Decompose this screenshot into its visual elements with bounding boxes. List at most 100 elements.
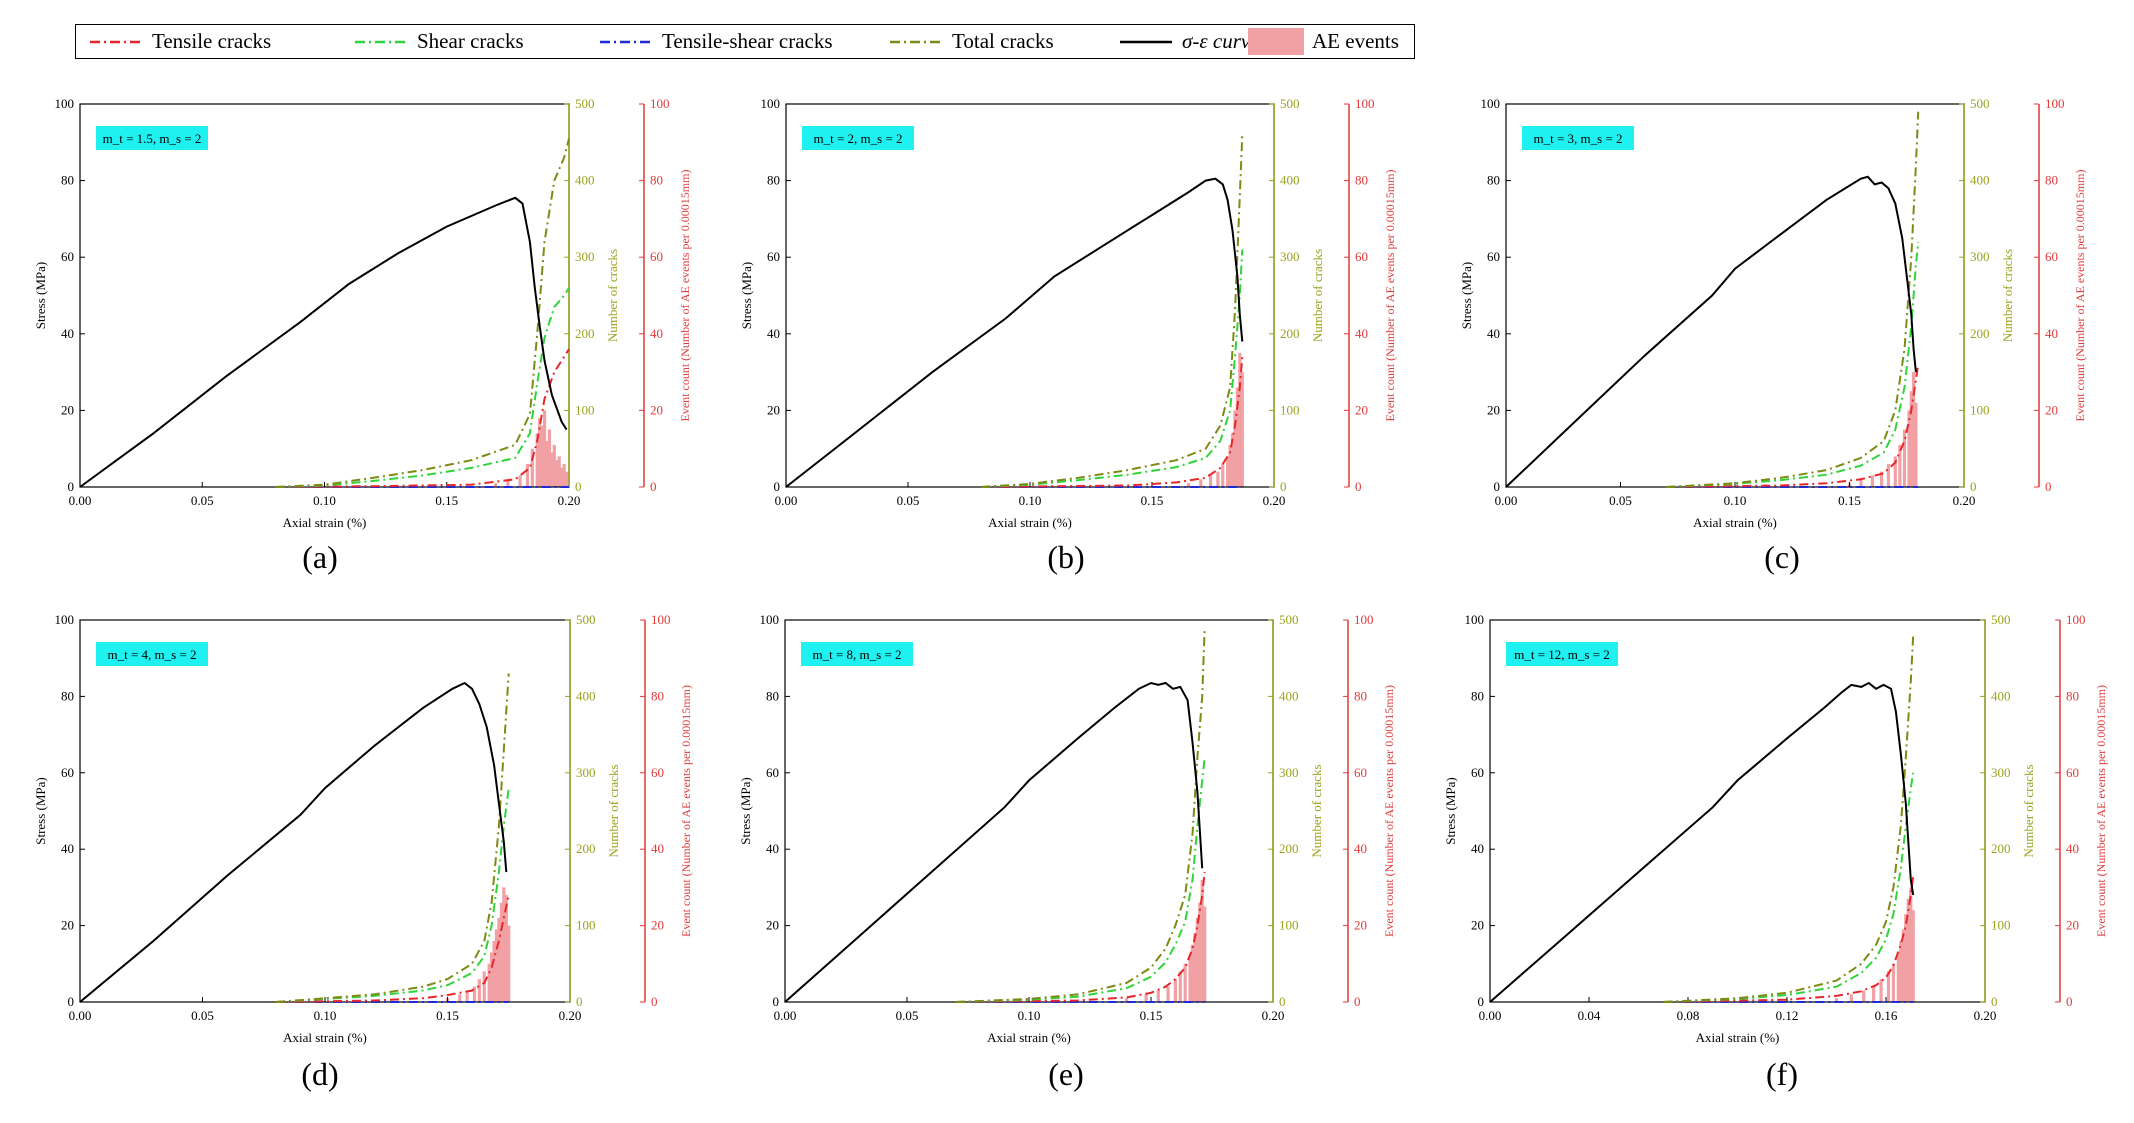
ae-bar <box>518 475 522 487</box>
x-axis-title: Axial strain (%) <box>1693 515 1777 530</box>
ae-bar <box>494 483 498 487</box>
series-tensile <box>1663 875 1915 1003</box>
x-tick-label: 0.15 <box>436 1008 459 1023</box>
y-tick-label: 80 <box>767 173 780 188</box>
ae-tick-label: 80 <box>650 173 663 188</box>
series-shear <box>1666 241 1920 488</box>
legend-swatch-tensile <box>90 40 142 44</box>
x-tick-label: 0.00 <box>775 493 798 508</box>
ae-bar <box>1144 994 1148 1002</box>
crack-tick-label: 100 <box>1970 402 1990 417</box>
crack-tick-label: 0 <box>1279 994 1286 1009</box>
ae-tick-label: 60 <box>1355 249 1368 264</box>
crack-tick-label: 500 <box>1970 96 1990 111</box>
panel-b: 0.00 0.05 0.10 0.15 0.20 Axial strain (%) 0 20 4… <box>739 96 1397 575</box>
ae-bar <box>1891 963 1896 1002</box>
panel-f: 0.00 0.04 0.08 0.12 0.16 0.20 Axial strain (%)… <box>1443 612 2108 1092</box>
panel-caption: (e) <box>1048 1056 1084 1092</box>
x-tick-label: 0.00 <box>774 1008 797 1023</box>
x-tick-label: 0.05 <box>896 1008 919 1023</box>
ae-bar <box>557 456 561 487</box>
y-tick-label: 80 <box>61 688 74 703</box>
crack-tick-label: 0 <box>1970 479 1977 494</box>
y-tick-label: 80 <box>61 173 74 188</box>
crack-tick-label: 300 <box>1279 765 1299 780</box>
panel-a: 0.00 0.05 0.10 0.15 0.20 Axial strain (%) 0 20 4… <box>33 96 692 575</box>
x-tick-label: 0.05 <box>191 493 214 508</box>
crack-axis-title: Number of cracks <box>606 764 621 857</box>
y-tick-label: 0 <box>774 479 781 494</box>
param-label-box <box>1522 126 1634 150</box>
ae-bar <box>1870 475 1874 487</box>
crack-tick-label: 500 <box>1279 612 1299 627</box>
crack-tick-label: 200 <box>1991 841 2011 856</box>
x-tick-label: 0.10 <box>313 493 336 508</box>
ae-tick-label: 0 <box>2066 994 2073 1009</box>
ae-bar <box>1886 464 1891 487</box>
ae-bar <box>545 441 549 487</box>
crack-tick-label: 200 <box>1279 841 1299 856</box>
crack-tick-label: 200 <box>575 326 595 341</box>
x-tick-label: 0.00 <box>69 1008 92 1023</box>
crack-axis-title: Number of cracks <box>1309 764 1324 857</box>
ae-tick-label: 20 <box>1355 402 1368 417</box>
ae-bar <box>482 971 486 1002</box>
crack-tick-label: 300 <box>575 249 595 264</box>
x-tick-label: 0.10 <box>1019 493 1042 508</box>
y-axis-title: Stress (MPa) <box>738 777 753 845</box>
legend-label-ae: AE events <box>1312 29 1399 53</box>
y-tick-label: 40 <box>767 326 780 341</box>
ae-bar <box>507 925 511 1002</box>
ae-bar <box>490 952 494 1002</box>
series-total <box>275 673 510 1003</box>
crack-tick-label: 200 <box>1970 326 1990 341</box>
ae-tick-label: 0 <box>1354 994 1361 1009</box>
ae-bar <box>1193 933 1197 1002</box>
y-tick-label: 20 <box>1487 402 1500 417</box>
ae-tick-label: 40 <box>651 841 664 856</box>
panel-e: 0.00 0.05 0.10 0.15 0.20 Axial strain (%) 0 20 4… <box>738 612 1396 1092</box>
x-tick-label: 0.15 <box>1838 493 1861 508</box>
series-stress-curve <box>79 681 508 1003</box>
ae-tick-label: 80 <box>1354 688 1367 703</box>
y-tick-label: 60 <box>767 249 780 264</box>
ae-tick-label: 20 <box>651 918 664 933</box>
ae-bar <box>564 471 569 487</box>
x-tick-label: 0.00 <box>69 493 92 508</box>
ae-bar <box>1166 986 1170 1002</box>
x-tick-label: 0.15 <box>1141 493 1164 508</box>
panel-c: 0.00 0.05 0.10 0.15 0.20 Axial strain (%) 0 20 4… <box>1459 96 2087 575</box>
y-tick-label: 60 <box>61 249 74 264</box>
ae-bar <box>1216 471 1220 487</box>
crack-tick-label: 400 <box>1280 173 1300 188</box>
y-axis-title: Stress (MPa) <box>739 262 754 330</box>
y-tick-label: 40 <box>1471 841 1484 856</box>
ae-bar <box>1911 910 1915 1002</box>
ae-bar <box>540 425 544 487</box>
crack-tick-label: 500 <box>576 612 596 627</box>
legend-swatch-ae <box>1248 28 1304 55</box>
ae-tick-label: 20 <box>650 402 663 417</box>
ae-bar <box>1909 887 1913 1002</box>
y-tick-label: 0 <box>68 994 75 1009</box>
crack-tick-label: 100 <box>1991 918 2011 933</box>
ae-bar <box>1901 929 1905 1002</box>
y-tick-label: 80 <box>1487 173 1500 188</box>
crack-tick-label: 200 <box>1280 326 1300 341</box>
ae-bar <box>477 979 481 1002</box>
ae-axis-title: Event count (Number of AE events per 0.0… <box>2073 170 2087 422</box>
series-shear <box>275 787 510 1003</box>
crack-axis-title: Number of cracks <box>2000 249 2015 342</box>
crack-tick-label: 400 <box>575 173 595 188</box>
crack-axis-title: Number of cracks <box>1310 249 1325 342</box>
ae-bar <box>502 887 506 1002</box>
crack-tick-label: 400 <box>576 688 596 703</box>
series-tensile <box>955 871 1206 1003</box>
x-tick-label: 0.15 <box>435 493 458 508</box>
y-tick-label: 20 <box>61 918 74 933</box>
ae-bar <box>1221 464 1225 487</box>
legend-label-tensile: Tensile cracks <box>152 29 272 53</box>
y-tick-label: 100 <box>55 612 75 627</box>
plot-frame <box>79 103 570 488</box>
series-shear <box>1663 772 1915 1003</box>
